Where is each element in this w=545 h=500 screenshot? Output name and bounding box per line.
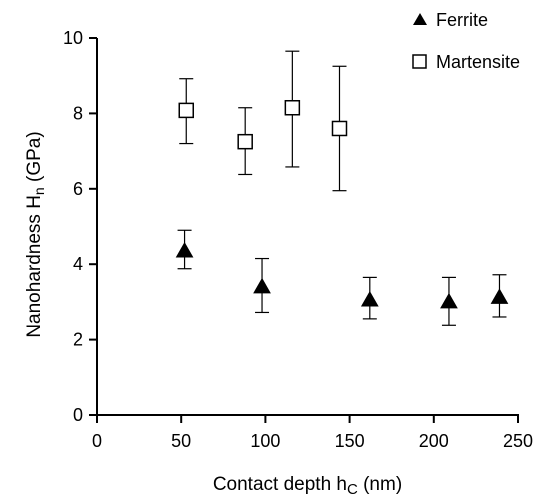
legend-item-ferrite: Ferrite [413, 10, 488, 30]
data-point [178, 102, 195, 119]
data-point [175, 241, 194, 258]
legend-marker-triangle [413, 13, 427, 25]
y-axis-title-unit: (GPa) [24, 131, 45, 187]
x-axis-title: Contact depth hC (nm) [213, 474, 402, 498]
y-axis-title-main: Nanohardness H [24, 195, 45, 338]
series-ferrite [175, 229, 509, 326]
x-tick-label: 200 [419, 431, 449, 451]
legend-label: Martensite [436, 52, 520, 72]
y-tick-label: 4 [73, 254, 83, 274]
x-tick-label: 50 [171, 431, 191, 451]
data-point [360, 291, 379, 307]
x-tick-label: 0 [92, 431, 102, 451]
legend-item-martensite: Martensite [412, 52, 520, 72]
data-point [331, 120, 348, 137]
legend-label: Ferrite [436, 10, 488, 30]
data-point [237, 133, 253, 150]
legend: Ferrite Martensite [412, 10, 520, 72]
data-point [440, 292, 458, 309]
x-tick-label: 150 [335, 431, 365, 451]
x-axis-title-unit: (nm) [358, 474, 402, 495]
axes: 0 50 100 150 200 250 0 2 4 6 8 10 Contact depth hC (… [24, 28, 533, 498]
x-tick-label: 100 [250, 431, 280, 451]
data-point [490, 288, 509, 304]
x-axis-title-main: Contact depth h [213, 474, 347, 495]
y-tick-label: 2 [73, 330, 83, 350]
legend-marker-square [412, 54, 427, 69]
data-point [253, 277, 271, 294]
y-axis-title: Nanohardness Hn (GPa) [24, 131, 47, 337]
y-axis-title-subscript: n [31, 187, 47, 195]
y-tick-label: 6 [73, 179, 83, 199]
y-tick-label: 8 [73, 103, 83, 123]
series-layer [175, 50, 509, 326]
y-tick-label: 0 [73, 405, 83, 425]
x-tick-label: 250 [503, 431, 533, 451]
data-point [284, 99, 301, 116]
y-tick-label: 10 [63, 28, 83, 48]
series-martensite [178, 50, 348, 192]
x-axis-title-subscript: C [347, 481, 358, 498]
